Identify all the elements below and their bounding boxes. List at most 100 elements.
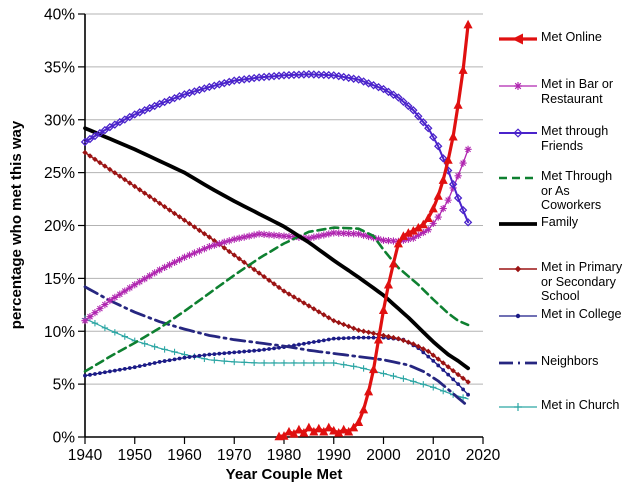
marker-diamond-fill: [331, 317, 337, 324]
marker-triangle: [398, 231, 408, 240]
marker-diamond-open: [429, 132, 438, 142]
marker-star: [330, 229, 338, 237]
legend-label: Neighbors: [541, 354, 599, 368]
marker-diamond-open: [379, 84, 388, 94]
marker-star: [121, 287, 129, 295]
marker-diamond-fill: [311, 306, 317, 312]
marker-dot: [93, 372, 97, 376]
marker-diamond-fill: [440, 360, 446, 366]
marker-dot: [242, 349, 247, 354]
marker-dot: [431, 358, 436, 363]
y-tick-label: 0%: [53, 430, 76, 447]
marker-diamond-open: [438, 154, 448, 163]
marker-dot: [172, 357, 177, 362]
marker-star: [350, 230, 358, 238]
marker-diamond-fill: [87, 153, 93, 159]
marker-triangle: [413, 222, 423, 232]
marker-diamond-fill: [360, 328, 367, 334]
marker-diamond-fill: [410, 341, 417, 347]
marker-star: [364, 232, 373, 241]
marker-diamond-fill: [102, 163, 108, 169]
marker-triangle: [359, 404, 369, 414]
marker-plus: [420, 381, 427, 388]
marker-plus: [111, 329, 119, 336]
marker-dot: [137, 364, 142, 369]
marker-plus: [360, 365, 367, 372]
marker-plus: [91, 320, 99, 327]
x-tick-label: 1990: [317, 447, 352, 464]
marker-diamond-open: [85, 134, 95, 144]
marker-diamond-fill: [450, 368, 456, 374]
marker-plus: [410, 378, 417, 385]
marker-dot: [272, 346, 276, 351]
marker-star: [146, 272, 154, 280]
legend-label: Met in Bar or Restaurant: [541, 77, 614, 106]
marker-star: [335, 229, 343, 237]
marker-diamond-open: [458, 205, 468, 215]
marker-star: [384, 237, 393, 245]
x-tick-label: 2000: [366, 447, 401, 464]
marker-star: [355, 230, 363, 238]
marker-dot: [257, 348, 262, 353]
marker-star: [175, 256, 184, 264]
series-met-online-line: [277, 23, 470, 439]
marker-plus: [340, 361, 347, 368]
marker-diamond-open: [80, 137, 90, 147]
series-met-in-church: [84, 318, 469, 400]
marker-diamond-fill: [316, 309, 322, 315]
marker-triangle: [433, 191, 443, 200]
marker-diamond-fill: [186, 220, 193, 227]
marker-dot: [162, 359, 167, 363]
marker-star: [161, 263, 169, 271]
marker-dot: [366, 335, 371, 340]
legend-label: Met in Church: [541, 398, 620, 412]
marker-diamond-open: [434, 141, 443, 151]
marker-plus: [121, 333, 128, 340]
marker-diamond-fill: [276, 284, 282, 291]
marker-dot: [192, 354, 197, 359]
marker-diamond-fill: [221, 245, 227, 251]
marker-diamond-fill: [107, 166, 113, 173]
marker-triangle: [344, 426, 354, 436]
series-met-in-church-line: [84, 318, 469, 400]
marker-dot: [112, 368, 117, 373]
marker-triangle: [393, 238, 403, 248]
series-neighbors-line: [83, 285, 470, 408]
marker-star: [270, 231, 278, 239]
marker-triangle: [304, 422, 314, 432]
marker-star: [459, 159, 467, 167]
marker-diamond-fill: [92, 156, 98, 163]
marker-diamond-open: [364, 79, 373, 88]
marker-triangle: [294, 424, 304, 434]
legend-swatch-met-bar-restaurant: [499, 82, 537, 90]
marker-star: [260, 230, 268, 238]
marker-diamond-open: [394, 93, 403, 102]
marker-dot: [426, 354, 431, 359]
marker-diamond-open: [409, 106, 418, 115]
marker-dot: [182, 355, 187, 360]
marker-diamond-fill: [420, 346, 426, 352]
marker-dot: [371, 335, 376, 340]
marker-dot: [197, 353, 202, 358]
marker-diamond-fill: [390, 334, 397, 341]
marker-dot: [222, 351, 227, 356]
marker-diamond-fill: [395, 335, 402, 342]
marker-diamond-fill: [365, 329, 372, 336]
marker-dot: [316, 339, 321, 344]
marker-diamond-fill: [122, 176, 128, 183]
marker-dot: [212, 352, 217, 356]
marker-dot: [351, 335, 356, 340]
marker-star: [91, 309, 99, 317]
marker-star: [81, 317, 89, 325]
marker-star: [141, 275, 149, 283]
marker-star: [131, 281, 139, 289]
marker-diamond-fill: [156, 200, 163, 206]
marker-plus: [260, 359, 268, 367]
marker-dot: [227, 350, 232, 355]
y-tick-label: 35%: [44, 59, 75, 76]
marker-star: [185, 251, 194, 259]
series-met-in-church-markers: [81, 315, 467, 401]
marker-star: [275, 232, 283, 240]
series-met-through-friends: [84, 73, 470, 224]
marker-diamond-fill: [326, 315, 332, 321]
